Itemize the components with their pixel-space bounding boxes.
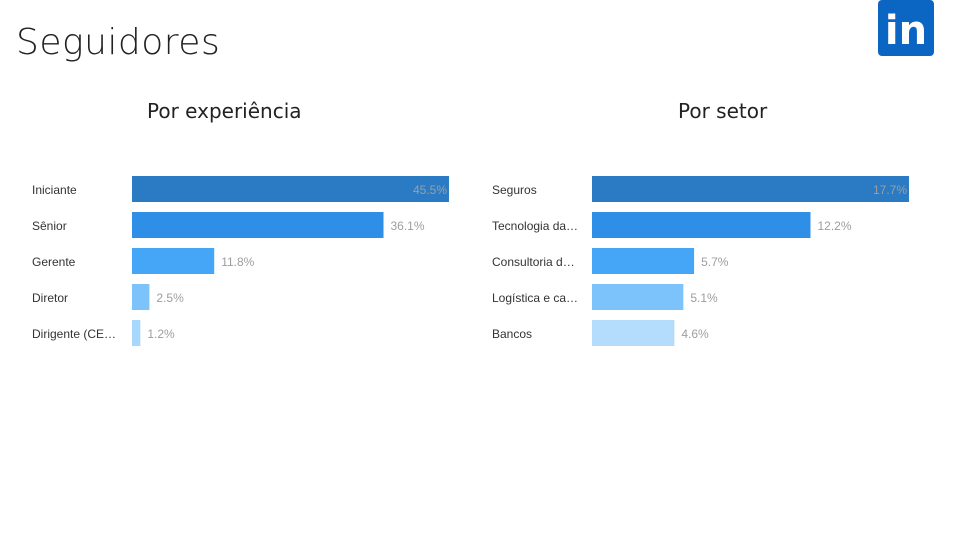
sector-bar <box>592 248 695 274</box>
chart-title-sector: Por setor <box>678 99 768 123</box>
experience-category-label: Iniciante <box>32 183 77 197</box>
experience-bar <box>132 248 215 274</box>
sector-value-label: 5.1% <box>690 291 718 305</box>
experience-category-label: Dirigente (CE… <box>32 327 116 341</box>
sector-bar <box>592 284 684 310</box>
sector-category-label: Bancos <box>492 327 532 341</box>
experience-bar <box>132 284 150 310</box>
linkedin-logo-background <box>878 0 934 56</box>
sector-category-label: Consultoria d… <box>492 255 575 269</box>
experience-value-label: 36.1% <box>391 219 425 233</box>
chart-title-experience: Por experiência <box>147 99 302 123</box>
sector-value-label: 4.6% <box>681 327 709 341</box>
sector-value-label: 12.2% <box>817 219 851 233</box>
experience-category-label: Sênior <box>32 219 67 233</box>
sector-value-label: 5.7% <box>701 255 729 269</box>
experience-value-label: 2.5% <box>156 291 184 305</box>
sector-bar <box>592 176 909 202</box>
experience-bar-chart: Iniciante 45.5% Sênior 36.1% Gerente 11.8% Dir… <box>32 176 449 346</box>
page-title: Seguidores <box>16 22 221 63</box>
sector-bar <box>592 320 675 346</box>
sector-bar-chart: Seguros 17.7% Tecnologia da… 12.2% Consultor… <box>492 176 909 346</box>
sector-value-label: 17.7% <box>873 183 907 197</box>
experience-value-label: 45.5% <box>413 183 447 197</box>
experience-value-label: 11.8% <box>221 255 254 269</box>
sector-category-label: Logística e ca… <box>492 291 578 305</box>
sector-category-label: Seguros <box>492 183 537 197</box>
sector-bar <box>592 212 811 238</box>
experience-bar <box>132 212 384 238</box>
experience-bar <box>132 320 141 346</box>
linkedin-logo-text: in <box>885 8 927 54</box>
experience-value-label: 1.2% <box>147 327 175 341</box>
experience-category-label: Diretor <box>32 291 68 305</box>
experience-bar <box>132 176 449 202</box>
experience-category-label: Gerente <box>32 255 76 269</box>
sector-category-label: Tecnologia da… <box>492 219 578 233</box>
linkedin-logo: in <box>878 0 934 56</box>
